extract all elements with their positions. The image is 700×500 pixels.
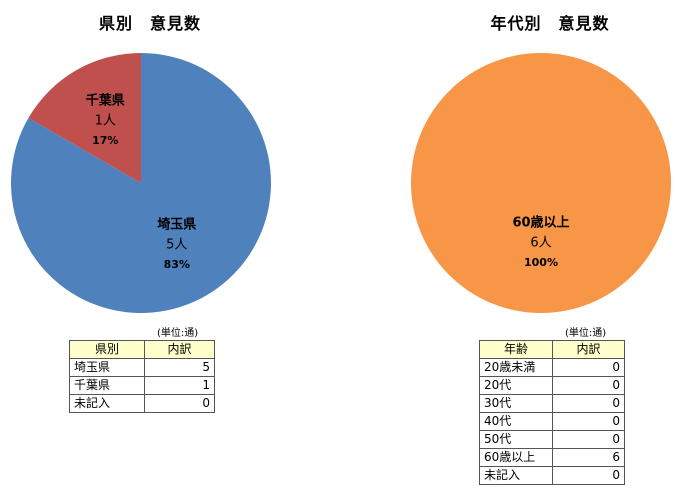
slice-value-text: 1人 [95, 114, 116, 129]
table-header-row: 年齢 内訳 [479, 340, 625, 359]
slice-percent-text: 17% [92, 134, 118, 147]
breakdown-header: 内訳 [144, 340, 215, 359]
row-label: 50代 [479, 430, 553, 449]
age-header: 年齢 [479, 340, 553, 359]
row-value: 0 [552, 394, 625, 413]
row-value: 0 [552, 376, 625, 395]
slice-label: 埼玉県 [157, 216, 196, 232]
slice-label: 千葉県 [86, 93, 125, 109]
row-value: 0 [552, 358, 625, 377]
table-row: 未記入 0 [479, 466, 625, 485]
pie-slice [10, 53, 272, 313]
prefecture-unit-label: (単位:通) [157, 328, 199, 339]
table-row: 未記入 0 [69, 394, 215, 413]
slice-value-text: 6人 [530, 236, 551, 251]
age-chart-title: 年代別 意見数 [490, 14, 610, 33]
slice-label: 60歳以上 [512, 215, 569, 231]
row-value: 6 [552, 448, 625, 467]
table-header-row: 県別 内訳 [69, 340, 215, 359]
prefecture-chart-title: 県別 意見数 [98, 14, 201, 33]
table-row: 60歳以上 6 [479, 448, 625, 467]
row-value: 1 [144, 376, 215, 395]
prefecture-header: 県別 [69, 340, 145, 359]
table-row: 埼玉県 5 [69, 358, 215, 377]
slice-percent-text: 100% [524, 256, 558, 269]
row-label: 千葉県 [69, 376, 145, 395]
table-row: 20代 0 [479, 376, 625, 395]
age-panel: 年代別 意見数 60歳以上 6人 100% (単位:通) 年齢 内訳 20歳未満 0… [400, 0, 700, 500]
row-label: 未記入 [479, 466, 553, 485]
slice-percent-text: 83% [164, 258, 190, 271]
row-label: 20歳未満 [479, 358, 553, 377]
row-value: 0 [144, 394, 215, 413]
row-label: 40代 [479, 412, 553, 431]
row-value: 5 [144, 358, 215, 377]
breakdown-header: 内訳 [552, 340, 625, 359]
row-label: 未記入 [69, 394, 145, 413]
prefecture-table: 県別 内訳 埼玉県 5 千葉県 1 未記入 0 [69, 340, 215, 413]
row-label: 20代 [479, 376, 553, 395]
table-row: 20歳未満 0 [479, 358, 625, 377]
row-label: 60歳以上 [479, 448, 553, 467]
pie-slice [411, 53, 671, 313]
row-label: 30代 [479, 394, 553, 413]
table-row: 千葉県 1 [69, 376, 215, 395]
prefecture-panel: 県別 意見数 埼玉県 5人 83% 千葉県 1人 17% (単位:通) 県別 内訳 埼玉県… [0, 0, 300, 500]
table-row: 50代 0 [479, 430, 625, 449]
row-value: 0 [552, 412, 625, 431]
row-value: 0 [552, 430, 625, 449]
prefecture-pie-chart: 埼玉県 5人 83% 千葉県 1人 17% [10, 53, 272, 313]
slice-value-text: 5人 [166, 237, 187, 252]
table-row: 30代 0 [479, 394, 625, 413]
pie-slice [28, 53, 141, 183]
age-pie-chart: 60歳以上 6人 100% [411, 53, 671, 313]
age-table: 年齢 内訳 20歳未満 0 20代 0 30代 0 40代 0 50代 [479, 340, 625, 485]
age-unit-label: (単位:通) [565, 328, 607, 339]
row-value: 0 [552, 466, 625, 485]
row-label: 埼玉県 [69, 358, 145, 377]
table-row: 40代 0 [479, 412, 625, 431]
